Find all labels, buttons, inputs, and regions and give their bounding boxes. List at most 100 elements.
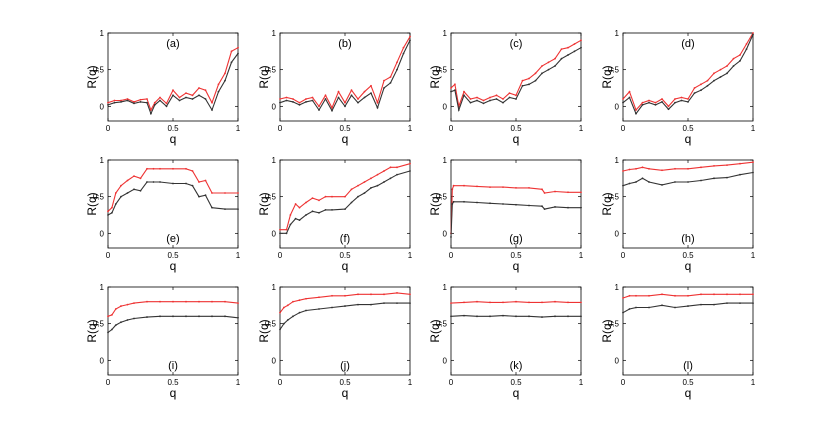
- data-point: [344, 101, 346, 104]
- y-axis-label: R(q): [428, 319, 442, 342]
- data-point: [515, 203, 517, 206]
- x-tick-label: 0.5: [682, 124, 694, 133]
- data-point: [305, 98, 307, 100]
- data-point: [580, 315, 582, 318]
- data-point: [311, 210, 314, 213]
- data-point: [508, 96, 511, 99]
- y-axis-label: R(q): [257, 65, 271, 88]
- y-tick-label: 0: [443, 102, 448, 111]
- data-point: [554, 315, 556, 318]
- panel-label: (b): [338, 38, 351, 50]
- data-point: [357, 101, 359, 104]
- data-point: [279, 101, 281, 104]
- y-tick-label: 0.5: [265, 320, 277, 329]
- data-point: [114, 308, 117, 310]
- data-point: [700, 83, 702, 86]
- data-point: [409, 170, 411, 172]
- data-point: [146, 316, 148, 318]
- data-point: [463, 184, 465, 187]
- data-point: [482, 102, 485, 105]
- data-point: [331, 195, 333, 198]
- data-point: [350, 201, 353, 204]
- data-point: [560, 57, 563, 60]
- data-point: [641, 166, 644, 169]
- data-point: [635, 112, 637, 115]
- data-point: [745, 43, 748, 45]
- y-tick-label: 0.5: [436, 320, 448, 329]
- series-line-red: [107, 47, 239, 112]
- data-point: [146, 181, 148, 183]
- y-tick-label: 0: [100, 229, 105, 238]
- data-point: [700, 89, 702, 92]
- data-point: [298, 299, 301, 302]
- data-point: [305, 214, 307, 216]
- data-point: [739, 293, 741, 296]
- data-point: [648, 101, 650, 104]
- data-point: [178, 99, 181, 102]
- data-point: [661, 304, 663, 307]
- data-point: [279, 228, 281, 231]
- y-tick-label: 1: [272, 283, 277, 292]
- data-point: [165, 105, 168, 108]
- data-point: [635, 306, 637, 309]
- data-point: [185, 96, 187, 99]
- data-point: [752, 32, 754, 34]
- y-tick-label: 0: [272, 229, 277, 238]
- data-point: [185, 300, 187, 303]
- data-point: [159, 99, 161, 102]
- data-point: [211, 300, 213, 303]
- data-point: [376, 106, 379, 109]
- y-axis-label: R(q): [85, 192, 99, 215]
- x-axis-label: q: [513, 386, 520, 400]
- data-point: [450, 90, 452, 93]
- y-tick-label: 1: [615, 283, 620, 292]
- data-point: [224, 315, 226, 318]
- x-axis-label: q: [685, 259, 692, 273]
- data-point: [396, 61, 398, 64]
- panel-label: (e): [166, 233, 179, 245]
- data-point: [114, 192, 117, 194]
- data-point: [185, 315, 187, 318]
- data-point: [120, 305, 122, 307]
- data-point: [344, 105, 346, 108]
- data-point: [113, 101, 116, 104]
- data-point: [237, 316, 239, 319]
- data-point: [654, 101, 657, 104]
- data-point: [489, 301, 491, 304]
- data-point: [528, 301, 530, 304]
- y-tick-label: 0: [100, 356, 105, 365]
- data-point: [622, 101, 624, 104]
- data-point: [133, 101, 135, 103]
- x-tick-label: 1: [236, 378, 241, 387]
- data-point: [573, 50, 576, 53]
- data-point: [114, 324, 117, 327]
- data-point: [230, 61, 233, 64]
- x-tick-label: 1: [751, 251, 756, 260]
- data-point: [495, 94, 498, 97]
- data-point: [713, 79, 715, 82]
- data-point: [107, 214, 109, 216]
- x-axis-label: q: [513, 132, 520, 146]
- data-point: [172, 315, 174, 318]
- y-tick-label: 0.5: [265, 66, 277, 75]
- data-point: [344, 195, 346, 198]
- data-point: [120, 321, 122, 324]
- data-point: [463, 90, 465, 93]
- data-point: [515, 315, 517, 318]
- data-point: [107, 103, 109, 106]
- data-point: [674, 306, 676, 309]
- data-point: [331, 294, 333, 297]
- axes-box: [622, 32, 754, 122]
- data-point: [495, 98, 498, 100]
- y-axis-label: R(q): [85, 319, 99, 342]
- data-point: [396, 173, 398, 176]
- data-point: [107, 101, 109, 104]
- series-line-red: [107, 301, 239, 317]
- x-axis-label: q: [170, 386, 177, 400]
- data-point: [573, 43, 576, 45]
- data-point: [111, 206, 113, 209]
- data-point: [567, 46, 569, 49]
- data-point: [628, 96, 631, 99]
- data-point: [324, 208, 327, 211]
- y-axis-label: R(q): [600, 192, 614, 215]
